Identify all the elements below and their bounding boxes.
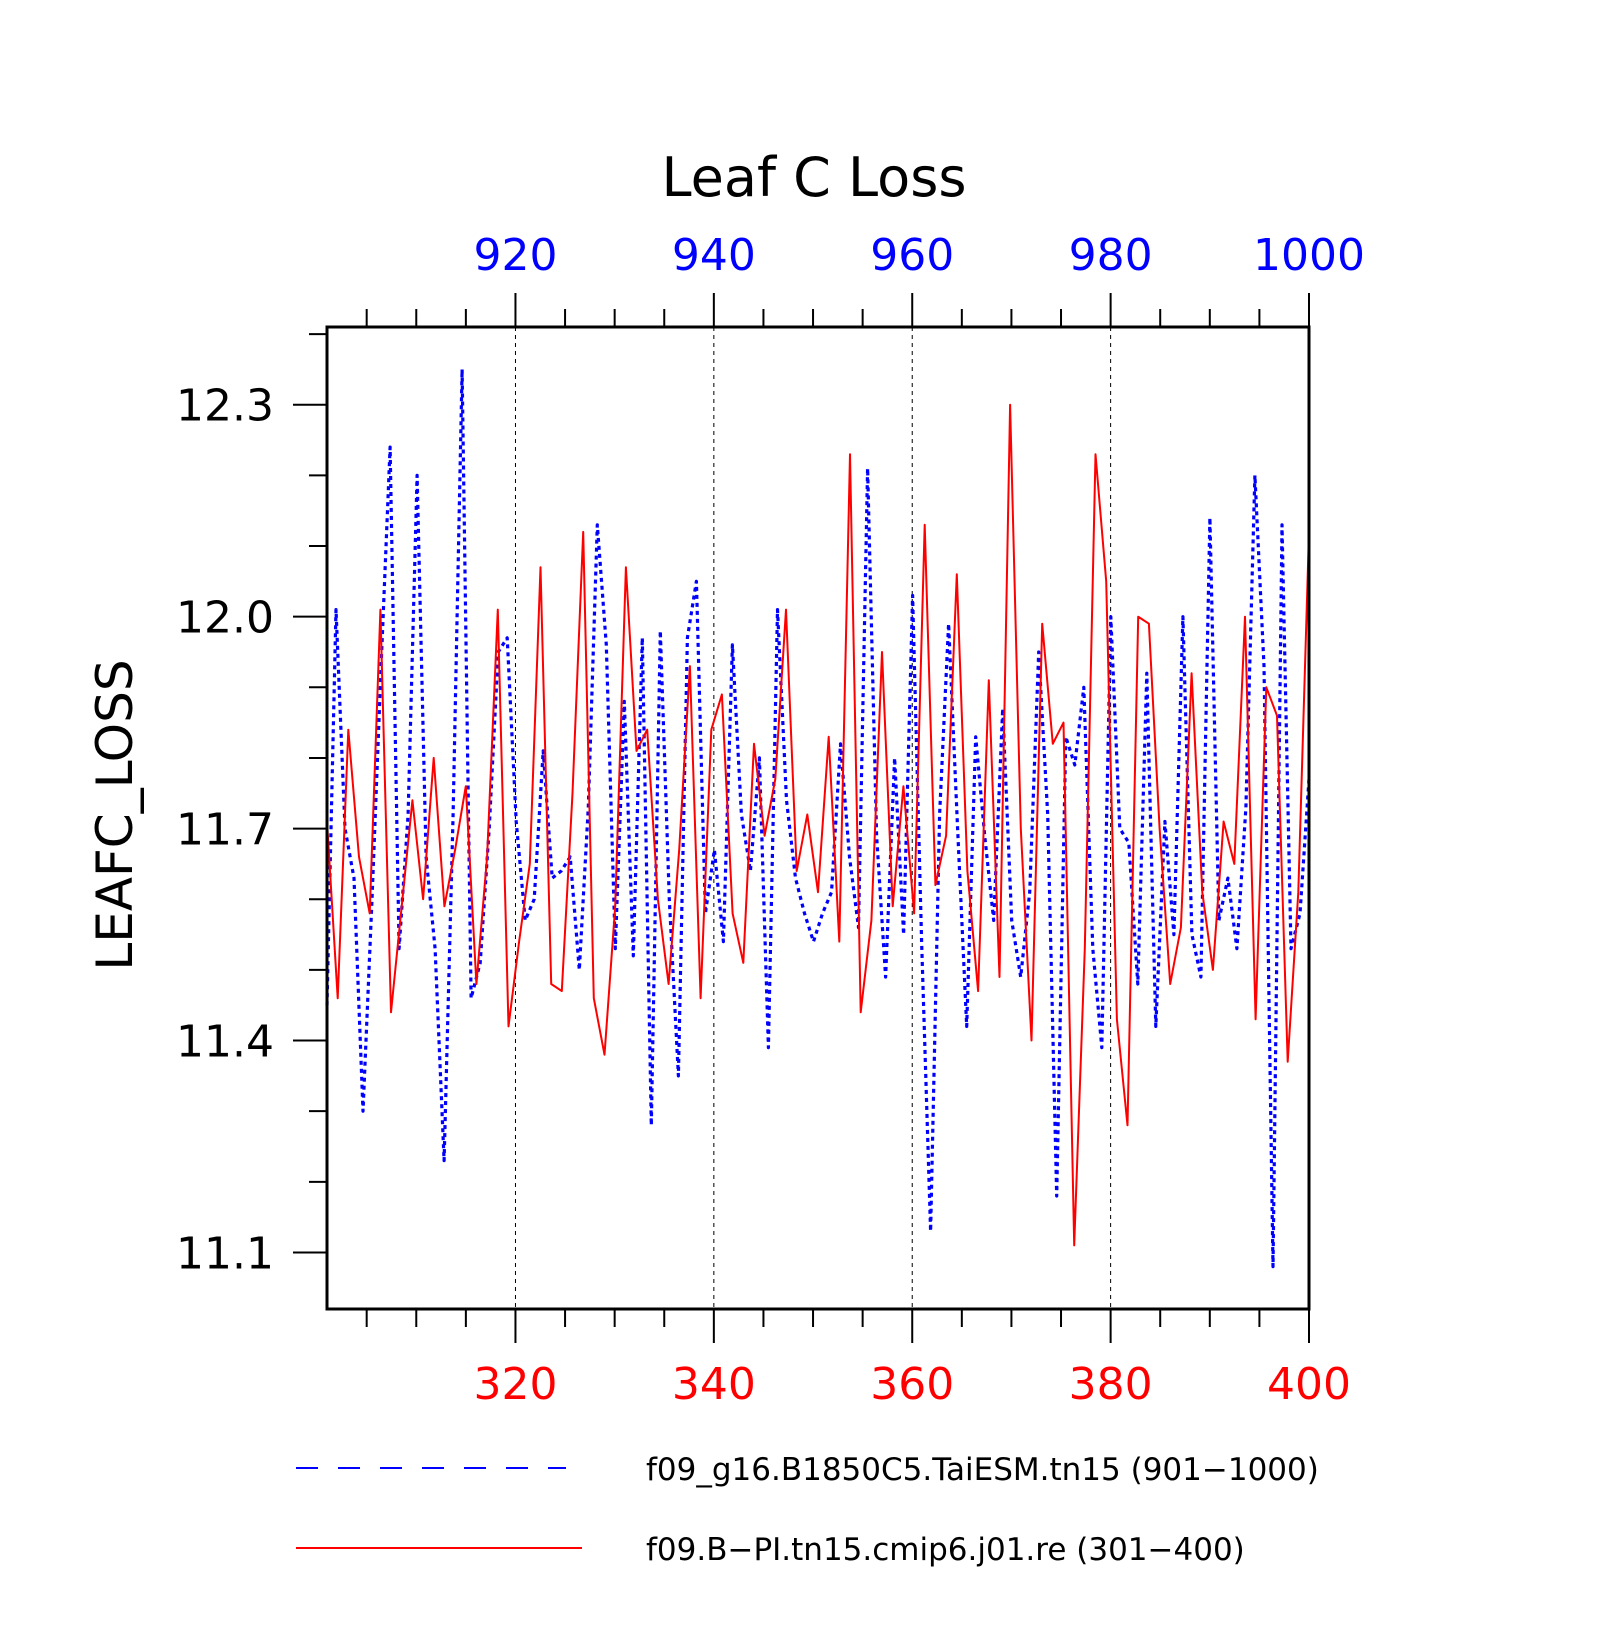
y-tick-label-0: 11.1 xyxy=(176,1228,274,1279)
chart-title: Leaf C Loss xyxy=(662,146,967,209)
bottom-tick-label-4: 400 xyxy=(1267,1359,1351,1410)
bottom-tick-label-1: 340 xyxy=(672,1359,756,1410)
top-tick-label-1: 940 xyxy=(672,230,756,281)
plot-frame xyxy=(325,325,1311,1311)
bottom-tick-label-3: 380 xyxy=(1069,1359,1153,1410)
series-lines xyxy=(325,367,1311,1269)
top-tick-label-4: 1000 xyxy=(1253,230,1365,281)
y-tick-label-1: 11.4 xyxy=(176,1017,274,1068)
legend: f09_g16.B1850C5.TaiESM.tn15 (901−1000) f… xyxy=(296,1452,1319,1568)
y-tick-label-3: 12.0 xyxy=(176,593,274,644)
y-axis-label: LEAFC_LOSS xyxy=(86,659,144,970)
axis-tick-labels: 320 340 360 380 400 920 940 960 980 1000 11.1 11.4 1… xyxy=(176,230,1365,1410)
bottom-tick-label-0: 320 xyxy=(473,1359,557,1410)
vertical-gridlines xyxy=(514,327,1112,1309)
y-tick-label-2: 11.7 xyxy=(176,805,274,856)
series-line-0 xyxy=(325,367,1311,1269)
top-tick-label-3: 980 xyxy=(1069,230,1153,281)
bottom-tick-label-2: 360 xyxy=(870,1359,954,1410)
top-tick-label-0: 920 xyxy=(473,230,557,281)
legend-label-cmip6: f09.B−PI.tn15.cmip6.j01.re (301−400) xyxy=(646,1532,1245,1568)
legend-label-taiesm: f09_g16.B1850C5.TaiESM.tn15 (901−1000) xyxy=(646,1452,1319,1488)
series-line-1 xyxy=(326,403,1310,1247)
top-tick-label-2: 960 xyxy=(870,230,954,281)
y-tick-label-4: 12.3 xyxy=(176,381,274,432)
axis-ticks xyxy=(293,293,1310,1343)
